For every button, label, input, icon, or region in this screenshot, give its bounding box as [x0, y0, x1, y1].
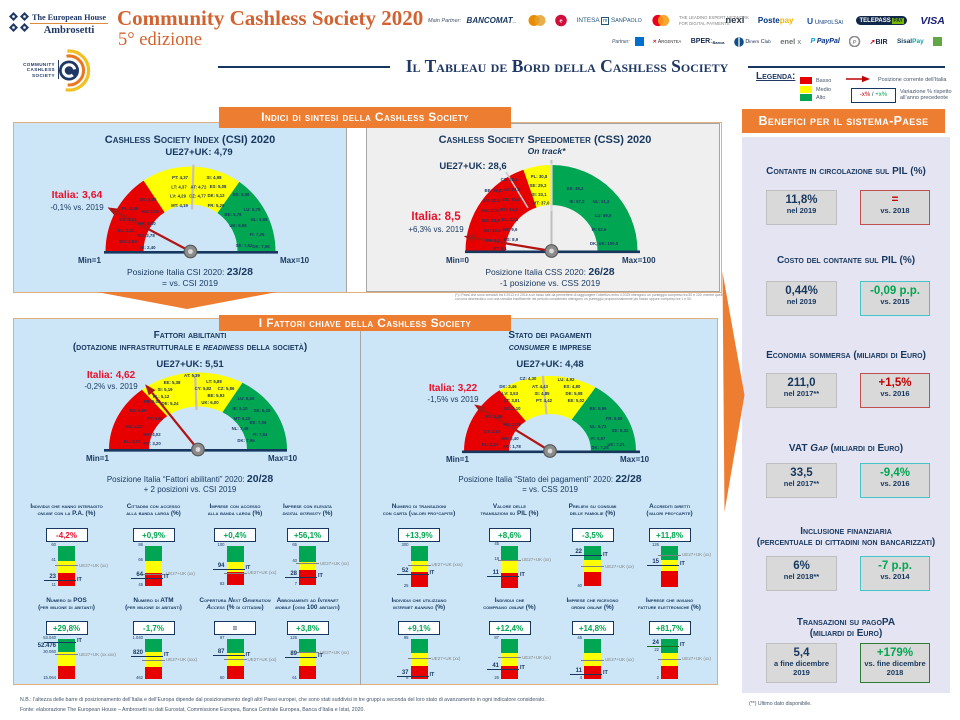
svg-text:e: e [560, 19, 563, 25]
svg-text:P: P [853, 40, 857, 46]
